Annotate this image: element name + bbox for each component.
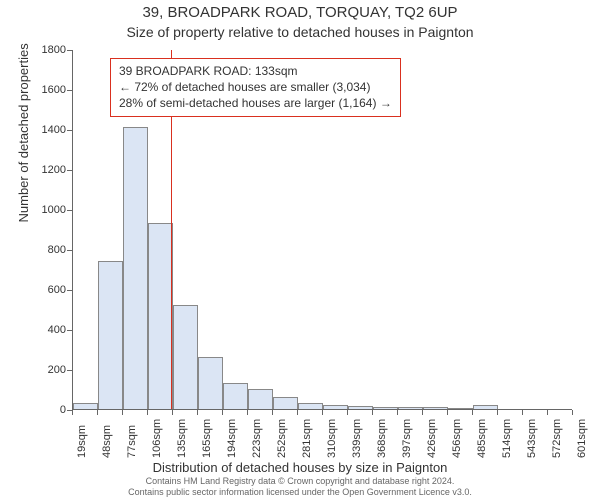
histogram-bar: [248, 389, 273, 409]
histogram-bar: [98, 261, 123, 409]
x-tick-mark: [122, 410, 123, 415]
x-tick-mark: [322, 410, 323, 415]
x-axis-label: Distribution of detached houses by size …: [0, 460, 600, 475]
histogram-bar: [448, 408, 473, 409]
x-tick-mark: [347, 410, 348, 415]
histogram-bar: [223, 383, 248, 409]
chart-container: 39, BROADPARK ROAD, TORQUAY, TQ2 6UP Siz…: [0, 0, 600, 500]
x-tick-mark: [547, 410, 548, 415]
x-tick-mark: [422, 410, 423, 415]
x-tick: 77sqm: [126, 425, 138, 458]
x-tick-mark: [147, 410, 148, 415]
histogram-bar: [348, 406, 373, 409]
x-tick: 368sqm: [376, 419, 388, 458]
x-tick-mark: [397, 410, 398, 415]
x-tick: 19sqm: [76, 425, 88, 458]
x-tick-mark: [197, 410, 198, 415]
histogram-bar: [273, 397, 298, 409]
x-tick-mark: [247, 410, 248, 415]
footer-line-1: Contains HM Land Registry data © Crown c…: [0, 476, 600, 487]
histogram-bar: [398, 407, 423, 409]
y-tick: 400: [16, 324, 66, 336]
y-tick: 1000: [16, 204, 66, 216]
x-tick: 485sqm: [476, 419, 488, 458]
x-tick: 456sqm: [451, 419, 463, 458]
x-tick-mark: [522, 410, 523, 415]
histogram-bar: [373, 407, 398, 409]
x-tick: 601sqm: [576, 419, 588, 458]
callout-line-1: 39 BROADPARK ROAD: 133sqm: [119, 63, 392, 79]
callout-line-3: 28% of semi-detached houses are larger (…: [119, 95, 392, 111]
x-tick: 106sqm: [151, 419, 163, 458]
x-tick-mark: [372, 410, 373, 415]
x-tick: 135sqm: [176, 419, 188, 458]
x-tick-mark: [97, 410, 98, 415]
x-tick: 514sqm: [501, 419, 513, 458]
x-tick: 572sqm: [551, 419, 563, 458]
x-tick: 426sqm: [426, 419, 438, 458]
x-tick-mark: [172, 410, 173, 415]
y-tick: 1800: [16, 44, 66, 56]
x-tick-mark: [222, 410, 223, 415]
histogram-bar: [298, 403, 323, 409]
x-tick: 48sqm: [101, 425, 113, 458]
histogram-bar: [323, 405, 348, 409]
y-tick: 600: [16, 284, 66, 296]
x-tick: 339sqm: [351, 419, 363, 458]
y-tick: 1600: [16, 84, 66, 96]
chart-subtitle: Size of property relative to detached ho…: [0, 24, 600, 40]
x-tick: 223sqm: [251, 419, 263, 458]
y-tick: 1400: [16, 124, 66, 136]
x-tick: 194sqm: [226, 419, 238, 458]
histogram-bar: [73, 403, 98, 409]
callout-box: 39 BROADPARK ROAD: 133sqm ← 72% of detac…: [110, 58, 401, 117]
y-tick: 0: [16, 404, 66, 416]
histogram-bar: [173, 305, 198, 409]
x-tick-mark: [447, 410, 448, 415]
y-tick: 800: [16, 244, 66, 256]
x-tick-mark: [572, 410, 573, 415]
histogram-bar: [423, 407, 448, 409]
y-tick: 1200: [16, 164, 66, 176]
x-tick-mark: [472, 410, 473, 415]
x-tick-mark: [272, 410, 273, 415]
x-tick: 543sqm: [526, 419, 538, 458]
x-tick-mark: [497, 410, 498, 415]
x-tick-mark: [297, 410, 298, 415]
x-tick-mark: [72, 410, 73, 415]
page-title: 39, BROADPARK ROAD, TORQUAY, TQ2 6UP: [0, 4, 600, 21]
footer-line-2: Contains public sector information licen…: [0, 487, 600, 498]
histogram-bar: [198, 357, 223, 409]
x-tick: 281sqm: [301, 419, 313, 458]
histogram-bar: [148, 223, 173, 409]
x-tick: 397sqm: [401, 419, 413, 458]
x-tick: 165sqm: [201, 419, 213, 458]
callout-line-2: ← 72% of detached houses are smaller (3,…: [119, 79, 392, 95]
footer-attribution: Contains HM Land Registry data © Crown c…: [0, 476, 600, 499]
y-tick: 200: [16, 364, 66, 376]
histogram-bar: [473, 405, 498, 409]
x-tick: 252sqm: [276, 419, 288, 458]
histogram-bar: [123, 127, 148, 409]
x-tick: 310sqm: [326, 419, 338, 458]
